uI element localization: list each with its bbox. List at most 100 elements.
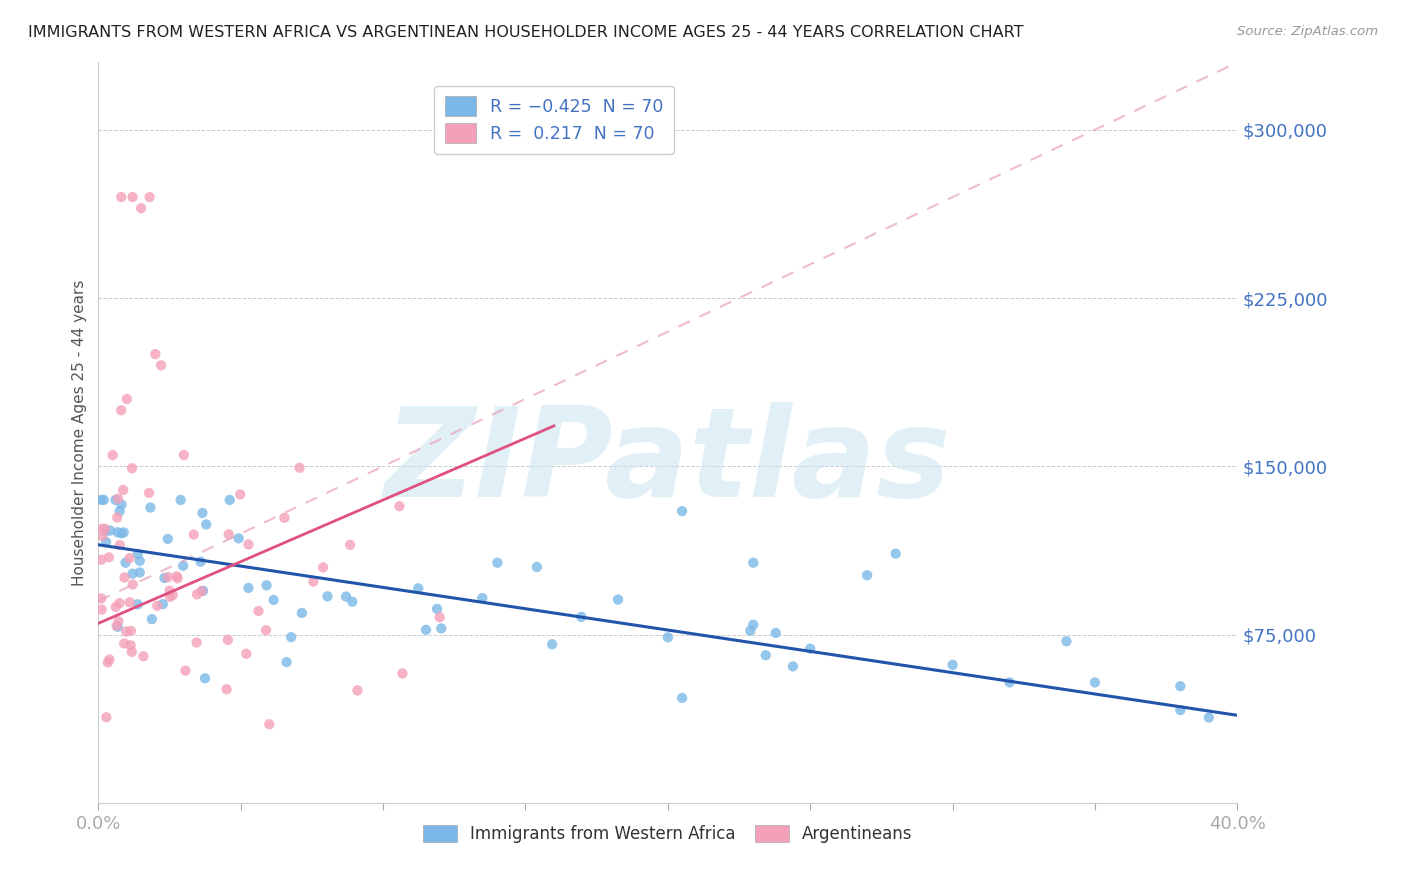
Point — [238, 581, 260, 595]
Point — [302, 574, 325, 589]
Point — [138, 190, 160, 204]
Point — [127, 547, 149, 561]
Point — [94, 522, 117, 536]
Point — [145, 347, 167, 361]
Point — [1170, 679, 1192, 693]
Point — [96, 710, 118, 724]
Point — [94, 535, 117, 549]
Point — [121, 566, 143, 581]
Point — [107, 620, 129, 634]
Point — [115, 624, 138, 639]
Point — [190, 584, 212, 599]
Point — [218, 492, 240, 507]
Point — [218, 527, 240, 541]
Point — [105, 510, 128, 524]
Point — [127, 598, 149, 612]
Point — [1198, 710, 1220, 724]
Point — [104, 492, 127, 507]
Point — [247, 604, 270, 618]
Point — [108, 538, 131, 552]
Point — [254, 624, 277, 638]
Point — [765, 626, 787, 640]
Point — [388, 500, 411, 514]
Point — [105, 619, 128, 633]
Point — [186, 635, 208, 649]
Point — [742, 617, 765, 632]
Point — [195, 517, 218, 532]
Point — [150, 359, 173, 373]
Point — [191, 583, 214, 598]
Point — [169, 492, 191, 507]
Point — [118, 595, 141, 609]
Point — [742, 556, 765, 570]
Point — [1056, 634, 1078, 648]
Point — [273, 511, 295, 525]
Text: IMMIGRANTS FROM WESTERN AFRICA VS ARGENTINEAN HOUSEHOLDER INCOME AGES 25 - 44 YE: IMMIGRANTS FROM WESTERN AFRICA VS ARGENT… — [28, 25, 1024, 40]
Point — [104, 599, 127, 614]
Point — [112, 483, 135, 497]
Point — [426, 602, 449, 616]
Point — [90, 602, 112, 616]
Point — [97, 550, 120, 565]
Y-axis label: Householder Income Ages 25 - 44 years: Householder Income Ages 25 - 44 years — [72, 279, 87, 586]
Point — [129, 201, 152, 215]
Point — [157, 570, 180, 584]
Point — [112, 525, 135, 540]
Point — [276, 655, 298, 669]
Point — [153, 571, 176, 585]
Point — [93, 492, 115, 507]
Point — [94, 524, 117, 539]
Point — [288, 460, 311, 475]
Legend: Immigrants from Western Africa, Argentineans: Immigrants from Western Africa, Argentin… — [416, 819, 920, 850]
Point — [191, 506, 214, 520]
Point — [97, 656, 120, 670]
Point — [259, 717, 281, 731]
Point — [782, 659, 804, 673]
Point — [112, 636, 135, 650]
Point — [238, 537, 260, 551]
Point — [121, 645, 143, 659]
Point — [183, 527, 205, 541]
Text: ZIPatlas: ZIPatlas — [385, 401, 950, 523]
Point — [471, 591, 494, 606]
Point — [98, 652, 121, 666]
Point — [120, 638, 142, 652]
Point — [107, 491, 129, 506]
Point — [228, 532, 250, 546]
Point — [186, 587, 208, 601]
Point — [172, 558, 194, 573]
Point — [159, 590, 181, 604]
Point — [799, 641, 821, 656]
Point — [110, 526, 132, 541]
Point — [156, 532, 179, 546]
Point — [101, 448, 124, 462]
Point — [114, 570, 136, 584]
Point — [114, 556, 136, 570]
Point — [132, 649, 155, 664]
Point — [671, 504, 693, 518]
Point — [671, 690, 693, 705]
Point — [120, 624, 142, 638]
Point — [415, 623, 437, 637]
Point — [146, 599, 169, 613]
Point — [190, 555, 212, 569]
Point — [339, 538, 361, 552]
Point — [110, 403, 132, 417]
Point — [569, 610, 592, 624]
Point — [107, 525, 129, 540]
Point — [429, 610, 451, 624]
Point — [740, 624, 762, 638]
Point — [942, 657, 965, 672]
Point — [316, 590, 339, 604]
Point — [128, 566, 150, 580]
Point — [110, 498, 132, 512]
Point — [159, 583, 181, 598]
Point — [90, 492, 112, 507]
Point — [755, 648, 778, 663]
Point — [217, 632, 239, 647]
Point — [312, 560, 335, 574]
Point — [856, 568, 879, 582]
Point — [91, 529, 114, 543]
Point — [657, 630, 679, 644]
Point — [1084, 675, 1107, 690]
